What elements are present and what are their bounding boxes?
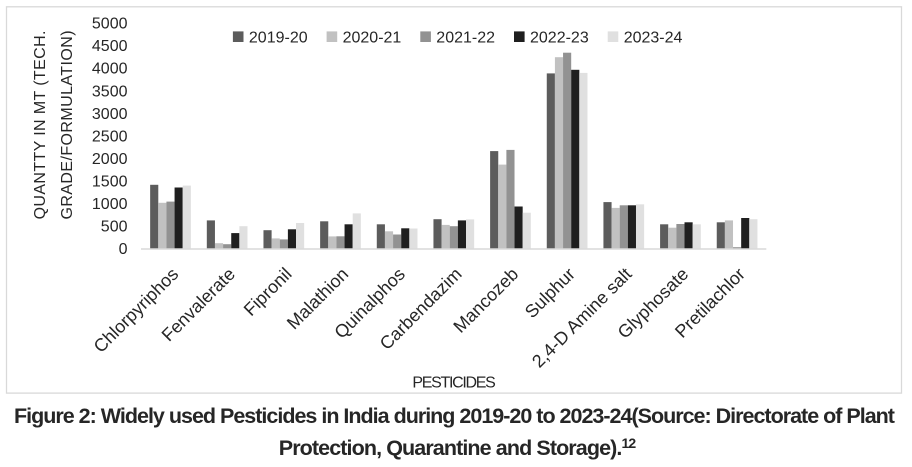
svg-text:500: 500 [101,218,128,235]
svg-text:4500: 4500 [92,38,128,55]
svg-text:Figure 2: Widely used Pesticid: Figure 2: Widely used Pesticides in Indi… [14,404,895,428]
svg-text:2023-24: 2023-24 [624,29,683,46]
svg-text:2020-21: 2020-21 [343,29,402,46]
svg-text:2021-22: 2021-22 [436,29,495,46]
svg-text:2000: 2000 [92,151,128,168]
svg-text:3000: 3000 [92,106,128,123]
svg-text:4000: 4000 [92,61,128,78]
svg-text:2022-23: 2022-23 [530,29,589,46]
svg-text:1500: 1500 [92,173,128,190]
svg-text:2500: 2500 [92,128,128,145]
svg-text:0: 0 [119,241,128,258]
svg-text:QUANTTY IN MT (TECH.: QUANTTY IN MT (TECH. [32,30,49,219]
svg-text:1000: 1000 [92,196,128,213]
svg-text:Protection, Quarantine and Sto: Protection, Quarantine and Storage).12 [279,435,637,460]
svg-text:3500: 3500 [92,83,128,100]
svg-text:PESTICIDES: PESTICIDES [412,374,495,391]
svg-text:GRADE/FORMULATION): GRADE/FORMULATION) [59,30,76,220]
svg-text:5000: 5000 [92,16,128,33]
svg-text:2019-20: 2019-20 [249,29,308,46]
